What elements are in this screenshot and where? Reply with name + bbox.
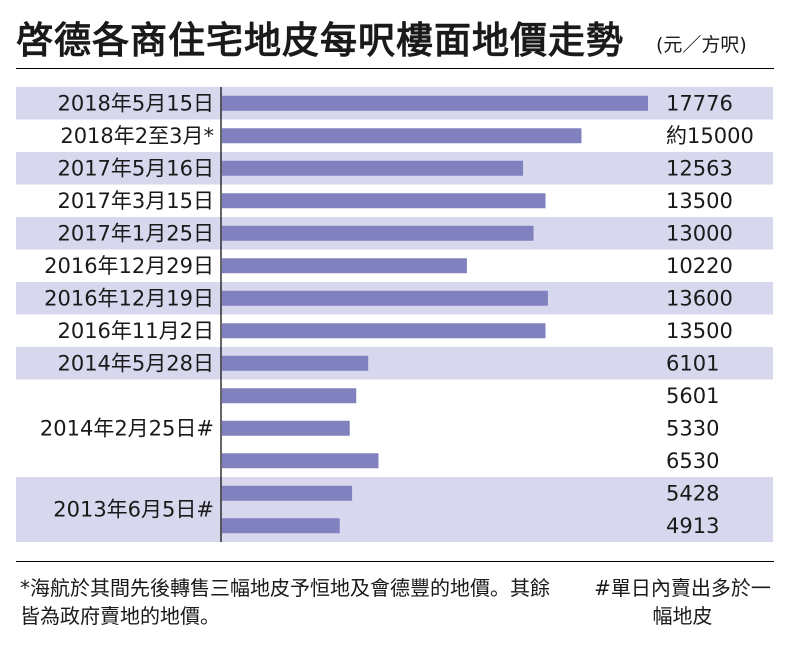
value-label: 10220: [666, 254, 733, 278]
bottom-divider: [16, 561, 774, 562]
row-band: [16, 347, 773, 380]
bar: [222, 323, 546, 339]
category-label: 2018年5月15日: [57, 91, 214, 115]
bar: [222, 420, 350, 436]
category-label: 2014年5月28日: [57, 351, 214, 375]
category-label: 2016年12月29日: [44, 254, 214, 278]
value-label: 5601: [666, 384, 719, 408]
bar: [222, 290, 548, 306]
bar: [222, 388, 357, 404]
value-label: 5330: [666, 416, 719, 440]
value-label: 4913: [666, 514, 719, 538]
bar: [222, 485, 353, 501]
title-row: 啓德各商住宅地皮每呎樓面地價走勢 (元／方呎): [16, 8, 786, 62]
bar: [222, 95, 648, 111]
value-label: 13500: [666, 319, 733, 343]
bar: [222, 355, 369, 371]
category-label: 2017年1月25日: [57, 221, 214, 245]
category-label: 2017年5月16日: [57, 156, 214, 180]
bar: [222, 193, 546, 209]
footnote-hash: #單日內賣出多於一幅地皮: [594, 576, 771, 628]
value-label: 約15000: [666, 124, 754, 148]
value-label: 13600: [666, 286, 733, 310]
category-label: 2014年2月25日#: [40, 416, 214, 440]
value-label: 17776: [666, 91, 733, 115]
category-label: 2016年12月19日: [44, 286, 214, 310]
bars: [222, 95, 648, 534]
category-label: 2018年2至3月*: [60, 124, 214, 148]
unit-label: (元／方呎): [656, 34, 747, 56]
value-label: 13500: [666, 189, 733, 213]
bar: [222, 258, 467, 274]
value-label: 6101: [666, 351, 719, 375]
bar: [222, 518, 340, 534]
top-divider: [16, 68, 774, 69]
category-label: 2016年11月2日: [57, 319, 214, 343]
labels: 2018年5月15日 17776 2018年2至3月* 約15000 2017年5月16…: [40, 91, 754, 538]
value-label: 6530: [666, 449, 719, 473]
bar: [222, 225, 534, 241]
bar: [222, 160, 524, 176]
category-label: 2013年6月5日#: [53, 498, 214, 522]
category-label: 2017年3月15日: [57, 189, 214, 213]
value-label: 13000: [666, 221, 733, 245]
value-label: 5428: [666, 481, 719, 505]
value-label: 12563: [666, 156, 733, 180]
footnote-asterisk: *海航於其間先後轉售三幅地皮予恒地及會德豐的地價。其餘皆為政府賣地的地價。: [20, 576, 550, 628]
row-bands: [16, 87, 773, 542]
chart-title: 啓德各商住宅地皮每呎樓面地價走勢: [16, 19, 624, 62]
bar: [222, 128, 582, 144]
row-band: [16, 477, 773, 542]
bar: [222, 453, 379, 469]
